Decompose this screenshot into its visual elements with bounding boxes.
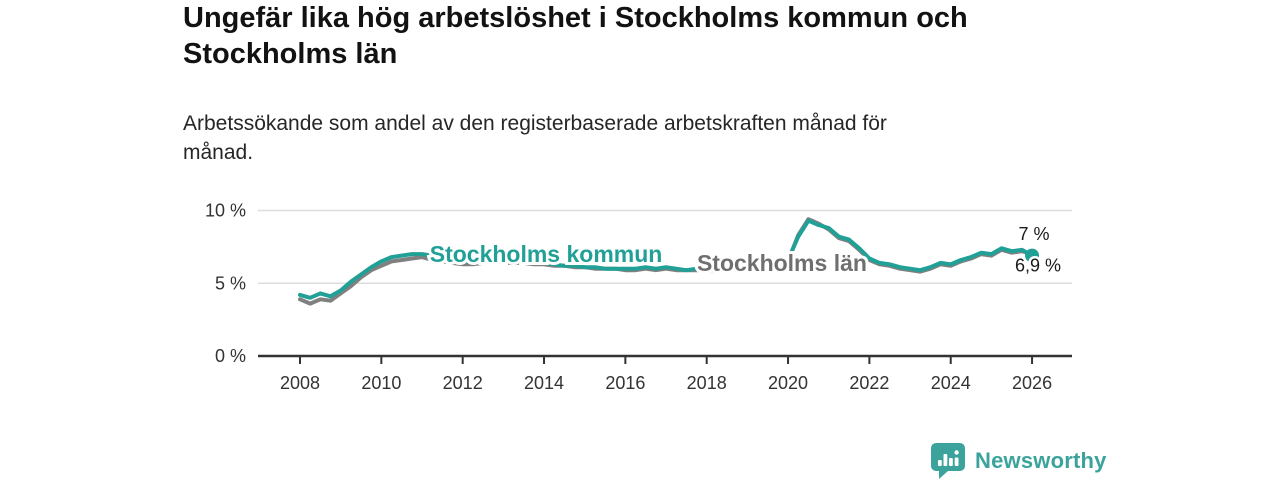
x-tick-label: 2024 xyxy=(931,373,971,393)
x-tick-label: 2010 xyxy=(361,373,401,393)
x-tick-label: 2026 xyxy=(1012,373,1052,393)
x-tick-label: 2018 xyxy=(687,373,727,393)
x-tick-label: 2020 xyxy=(768,373,808,393)
chart-title-line-1: Ungefär lika hög arbetslöshet i Stockhol… xyxy=(183,2,968,34)
end-value-label: 7 % xyxy=(1019,224,1050,244)
end-value-label: 6,9 % xyxy=(1015,256,1061,276)
series-line-stockholms-kommun xyxy=(298,218,1035,300)
x-tick-label: 2014 xyxy=(524,373,564,393)
series-label-stockholms-lan: Stockholms län xyxy=(697,250,867,276)
newsworthy-brand-name: Newsworthy xyxy=(975,448,1107,473)
y-tick-label: 0 % xyxy=(215,346,246,366)
y-tick-label: 10 % xyxy=(205,201,246,221)
y-grid xyxy=(258,209,1072,358)
series-label-stockholms-kommun: Stockholms kommun xyxy=(430,241,663,267)
x-axis-ticks: 2008 2010 2012 2014 2016 2018 2020 2022 2024 2026 xyxy=(280,356,1052,393)
chart-subtitle: Arbetssökande som andel av den registerb… xyxy=(183,109,988,167)
x-tick-label: 2008 xyxy=(280,373,320,393)
y-tick-label: 5 % xyxy=(215,273,246,293)
series-line-stockholms-lan xyxy=(298,217,1035,306)
newsworthy-logo-icon xyxy=(931,443,965,479)
chart-subtitle-line-2: månad. xyxy=(183,141,254,164)
x-tick-label: 2016 xyxy=(605,373,645,393)
chart-title-line-2: Stockholms län xyxy=(183,38,398,70)
chart-title: Ungefär lika hög arbetslöshet i Stockhol… xyxy=(183,0,1083,72)
chart-subtitle-line-1: Arbetssökande som andel av den registerb… xyxy=(183,112,887,135)
newsworthy-branding: Newsworthy xyxy=(931,443,1107,479)
y-axis-labels: 0 % 5 % 10 % xyxy=(205,201,246,367)
x-tick-label: 2012 xyxy=(443,373,483,393)
x-tick-label: 2022 xyxy=(849,373,889,393)
series-end-dot xyxy=(1025,248,1040,263)
